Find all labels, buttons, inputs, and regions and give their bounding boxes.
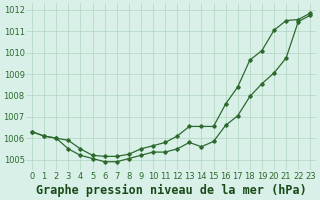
X-axis label: Graphe pression niveau de la mer (hPa): Graphe pression niveau de la mer (hPa) [36, 183, 307, 197]
